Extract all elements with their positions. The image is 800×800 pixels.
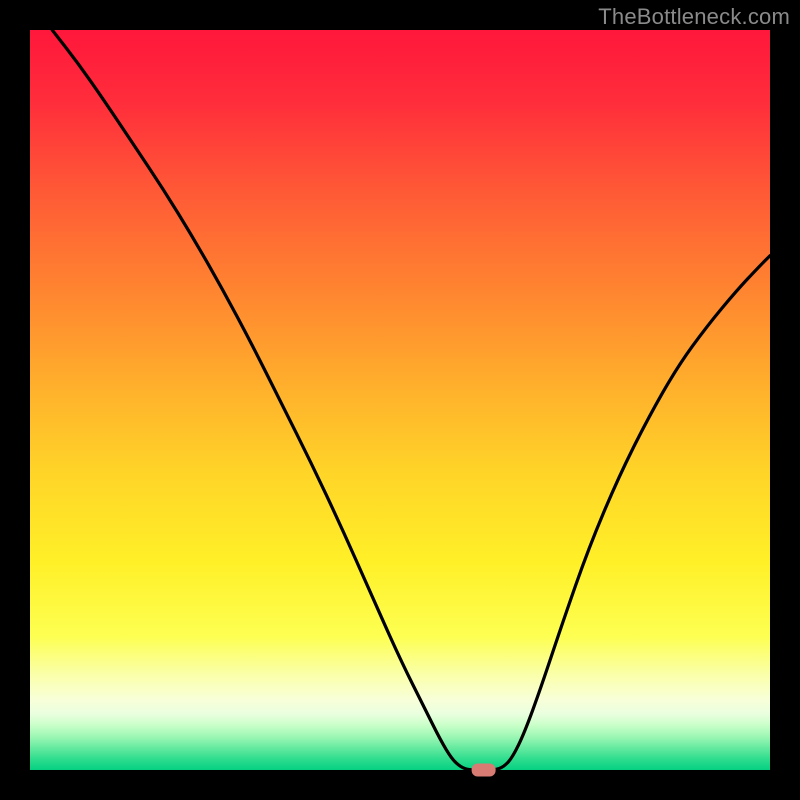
watermark-text: TheBottleneck.com xyxy=(598,4,790,30)
chart-svg xyxy=(0,0,800,800)
bottleneck-chart: TheBottleneck.com xyxy=(0,0,800,800)
optimum-marker xyxy=(472,764,496,777)
